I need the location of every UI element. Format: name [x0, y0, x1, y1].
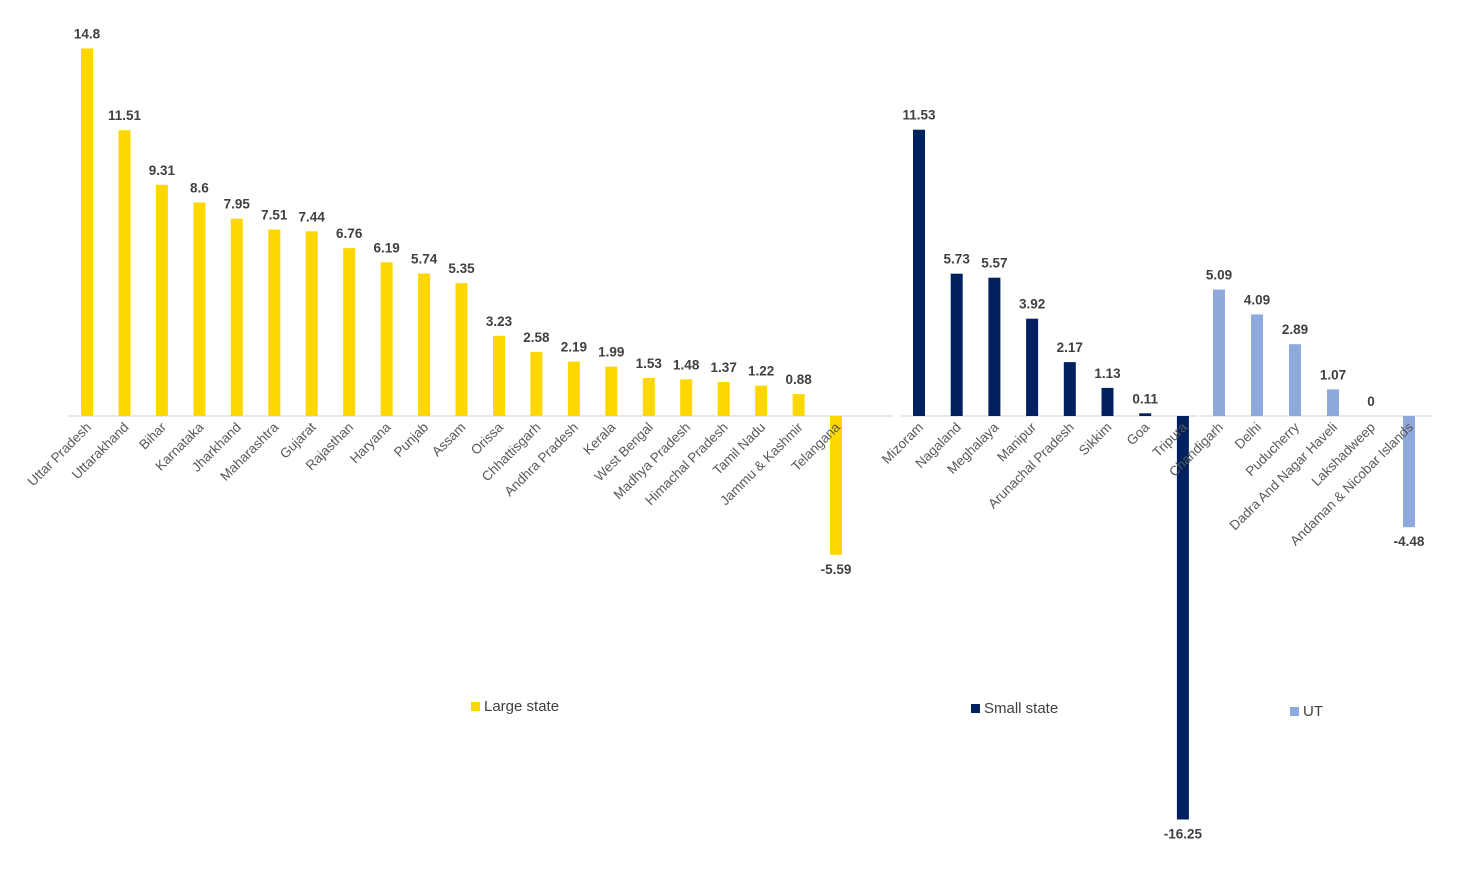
bar-goa — [1139, 413, 1152, 416]
bar-telangana — [830, 416, 842, 555]
data-label-rajasthan: 6.76 — [336, 226, 363, 241]
bar-maharashtra — [268, 229, 281, 416]
legend-label: UT — [1303, 703, 1323, 720]
bar-sikkim — [1101, 387, 1114, 416]
legend-swatch — [971, 704, 980, 713]
data-label-uttar-pradesh: 14.8 — [74, 27, 101, 42]
bar-haryana — [380, 262, 393, 416]
small-state-chart: 11.53Mizoram5.73Nagaland5.57Meghalaya3.9… — [879, 108, 1203, 842]
bar-arunachal-pradesh — [1063, 362, 1076, 416]
data-label-kerala: 1.99 — [598, 345, 624, 360]
data-label-sikkim: 1.13 — [1094, 366, 1121, 381]
data-label-nagaland: 5.73 — [944, 252, 971, 267]
bar-jharkhand — [230, 218, 243, 416]
data-label-chhattisgarh: 2.58 — [523, 330, 550, 345]
ut-chart: 5.09Chandigarh4.09Delhi2.89Puducherry1.0… — [1166, 268, 1432, 720]
data-label-arunachal-pradesh: 2.17 — [1057, 340, 1083, 355]
tick-label-assam: Assam — [429, 420, 469, 460]
tick-label-sikkim: Sikkim — [1076, 420, 1115, 459]
data-label-maharashtra: 7.51 — [261, 208, 288, 223]
bar-orissa — [493, 335, 505, 416]
data-label-himachal-pradesh: 1.37 — [711, 360, 737, 375]
data-label-manipur: 3.92 — [1019, 297, 1045, 312]
tick-label-delhi: Delhi — [1232, 420, 1264, 452]
data-label-orissa: 3.23 — [486, 314, 513, 329]
bar-tamil-nadu — [755, 385, 768, 416]
data-label-madhya-pradesh: 1.48 — [673, 357, 700, 372]
data-label-mizoram: 11.53 — [902, 108, 936, 123]
bar-andhra-pradesh — [567, 361, 580, 416]
data-label-jharkhand: 7.95 — [224, 197, 251, 212]
bar-madhya-pradesh — [680, 379, 693, 416]
tick-label-bihar: Bihar — [136, 419, 169, 452]
bar-kerala — [605, 366, 618, 416]
data-label-lakshadweep: 0 — [1367, 394, 1375, 409]
data-label-andhra-pradesh: 2.19 — [561, 340, 587, 355]
bar-delhi — [1251, 314, 1263, 416]
bar-assam — [455, 283, 468, 416]
data-label-tripura: -16.25 — [1164, 827, 1203, 842]
bar-chhattisgarh — [530, 351, 543, 416]
bar-himachal-pradesh — [717, 382, 730, 416]
bar-nagaland — [950, 273, 963, 416]
data-label-goa: 0.11 — [1132, 391, 1158, 406]
tick-label-uttar-pradesh: Uttar Pradesh — [25, 420, 95, 490]
bar-puducherry — [1289, 344, 1301, 416]
data-label-puducherry: 2.89 — [1282, 322, 1308, 337]
bar-mizoram — [913, 129, 925, 416]
bar-meghalaya — [988, 277, 1001, 416]
data-label-haryana: 6.19 — [373, 240, 399, 255]
data-label-delhi: 4.09 — [1244, 292, 1270, 307]
bar-uttar-pradesh — [81, 48, 93, 416]
data-label-assam: 5.35 — [448, 261, 475, 276]
bar-andaman-nicobar-islands — [1403, 416, 1415, 528]
bar-punjab — [418, 273, 431, 416]
bar-west-bengal — [642, 378, 655, 416]
bar-tripura — [1176, 416, 1189, 820]
bar-rajasthan — [343, 248, 356, 416]
data-label-uttarakhand: 11.51 — [108, 108, 142, 123]
bar-dadra-and-nagar-haveli — [1327, 389, 1339, 416]
data-label-punjab: 5.74 — [411, 252, 438, 267]
legend-swatch — [471, 702, 480, 711]
data-label-jammu-kashmir: 0.88 — [785, 372, 812, 387]
bar-bihar — [155, 184, 168, 416]
data-label-telangana: -5.59 — [821, 562, 852, 577]
legend-swatch — [1290, 707, 1299, 716]
tick-label-haryana: Haryana — [347, 419, 394, 466]
data-label-gujarat: 7.44 — [299, 209, 326, 224]
data-label-meghalaya: 5.57 — [981, 256, 1007, 271]
legend-label: Large state — [484, 698, 559, 715]
bar-gujarat — [305, 231, 318, 416]
legend-label: Small state — [984, 700, 1058, 717]
bar-uttarakhand — [118, 130, 131, 416]
data-label-andaman-nicobar-islands: -4.48 — [1394, 534, 1425, 549]
bar-manipur — [1026, 318, 1039, 416]
bar-jammu-kashmir — [792, 394, 805, 416]
tick-label-goa: Goa — [1124, 419, 1153, 448]
bar-chandigarh — [1213, 289, 1225, 416]
data-label-karnataka: 8.6 — [190, 181, 209, 196]
data-label-bihar: 9.31 — [149, 163, 176, 178]
data-label-west-bengal: 1.53 — [636, 356, 663, 371]
data-label-chandigarh: 5.09 — [1206, 268, 1232, 283]
tick-label-punjab: Punjab — [391, 420, 431, 460]
data-label-dadra-and-nagar-haveli: 1.07 — [1320, 367, 1346, 382]
bar-karnataka — [193, 202, 206, 416]
data-label-tamil-nadu: 1.22 — [748, 364, 774, 379]
